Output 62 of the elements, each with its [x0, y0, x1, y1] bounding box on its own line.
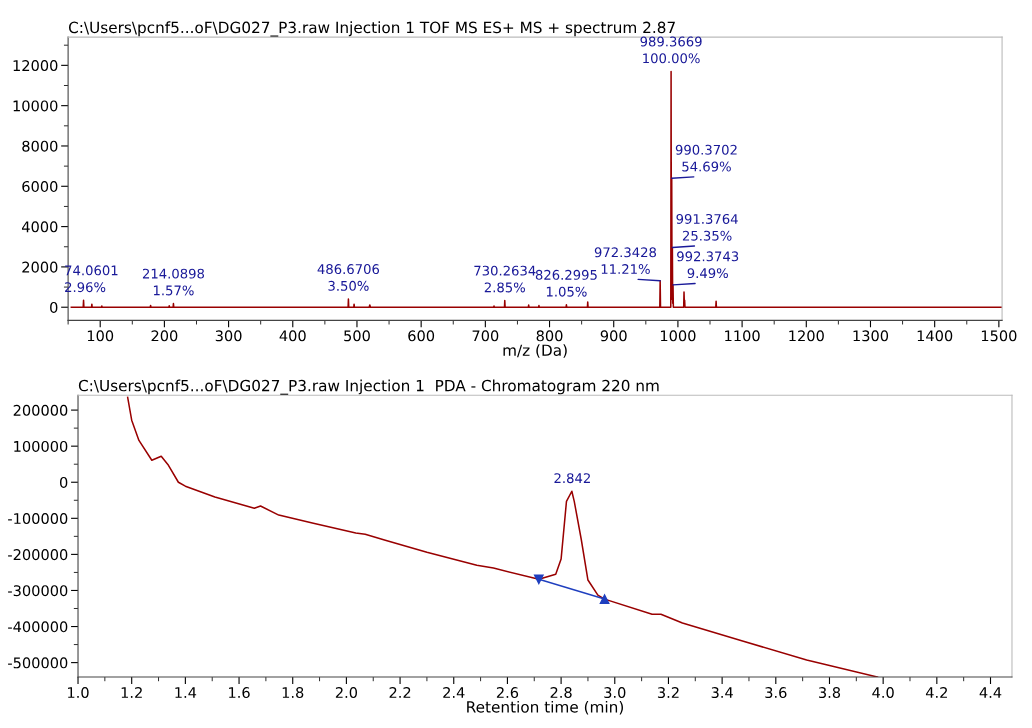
y-tick-label: 0 — [59, 476, 68, 488]
x-tick-label: 1000 — [660, 330, 696, 342]
x-tick-label: 600 — [408, 330, 435, 342]
y-tick-label: -400000 — [8, 621, 68, 633]
x-tick-label: 3.2 — [657, 687, 679, 699]
x-tick-label: 4.4 — [979, 687, 1002, 698]
y-tick-label: 100000 — [14, 440, 68, 452]
x-tick-label: 1200 — [789, 330, 824, 342]
y-tick-label: 200000 — [13, 404, 68, 416]
annotation: 989.3669 100.00% — [640, 36, 702, 64]
x-tick-label: 100 — [87, 330, 114, 342]
y-tick-label: 8000 — [22, 140, 58, 152]
y-tick-label: -200000 — [8, 549, 68, 561]
x-tick-label: 3.4 — [711, 687, 733, 699]
x-tick-label: 500 — [344, 330, 370, 342]
y-tick-label: 0 — [50, 301, 58, 313]
annotation: 214.0898 1.57% — [142, 268, 205, 296]
x-tick-label: 2.8 — [550, 687, 572, 699]
x-tick-label: 1.8 — [282, 687, 304, 699]
x-tick-label: 3.0 — [604, 687, 626, 699]
x-tick-label: 1100 — [725, 330, 760, 342]
y-tick-label: 4000 — [21, 221, 58, 233]
x-tick-label: 3.8 — [819, 687, 841, 699]
x-tick-label: 1.2 — [121, 687, 142, 698]
annotation: 990.3702 54.69% — [675, 144, 737, 172]
y-tick-label: -300000 — [8, 585, 68, 597]
x-tick-label: 3.6 — [765, 687, 787, 699]
x-tick-label: 2.2 — [389, 687, 411, 698]
x-tick-label: 300 — [215, 330, 242, 342]
x-tick-label: 1300 — [853, 330, 889, 342]
chart-title: C:\Users\pcnf5...oF\DG027_P3.raw Injection 1 TOF MS ES+ MS + spectrum 2.87 — [68, 21, 675, 37]
x-axis-title: m/z (Da) — [503, 344, 567, 358]
x-tick-label: 1.4 — [175, 687, 197, 698]
x-tick-label: 2.4 — [443, 687, 465, 698]
x-tick-label: 1500 — [981, 330, 1017, 342]
annotation: 991.3764 25.35% — [676, 213, 738, 241]
y-tick-label: 10000 — [13, 100, 58, 112]
x-tick-label: 4.0 — [872, 687, 894, 699]
x-tick-label: 4.2 — [925, 687, 947, 698]
x-tick-label: 2.0 — [335, 687, 358, 699]
x-tick-label: 1.0 — [68, 687, 89, 699]
annotation: 2.842 — [554, 473, 590, 484]
x-tick-label: 200 — [151, 330, 178, 342]
x-tick-label: 2.6 — [496, 687, 519, 699]
y-tick-label: 6000 — [22, 181, 58, 193]
x-tick-label: 1.6 — [229, 687, 250, 699]
y-tick-label: -500000 — [8, 657, 68, 669]
annotation: 730.2634 2.85% — [474, 265, 536, 293]
chart-title: C:\Users\pcnf5...oF\DG027_P3.raw Injection 1 PDA - Chromatogram 220 nm — [78, 379, 659, 395]
y-tick-label: 2000 — [22, 261, 58, 273]
x-tick-label: 800 — [536, 330, 563, 342]
y-tick-label: 12000 — [13, 60, 58, 72]
annotation: 486.6706 3.50% — [317, 264, 380, 291]
x-tick-label: 1400 — [917, 330, 953, 342]
x-axis-title: Retention time (min) — [467, 700, 623, 715]
annotation: 74.0601 2.96% — [65, 265, 118, 293]
annotation: 992.3743 9.49% — [677, 251, 739, 279]
annotation: 826.2995 1.05% — [535, 269, 597, 297]
y-tick-label: -100000 — [8, 513, 68, 525]
x-tick-label: 400 — [279, 330, 306, 342]
x-tick-label: 700 — [472, 330, 499, 342]
x-tick-label: 900 — [600, 330, 627, 342]
